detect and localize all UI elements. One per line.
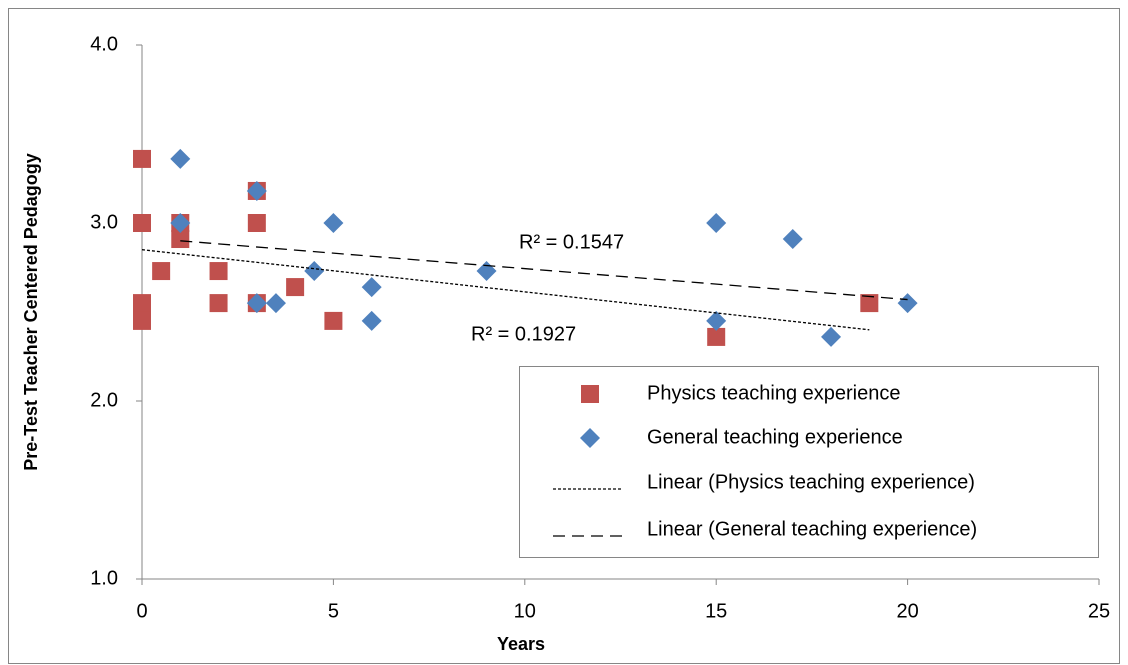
point bbox=[170, 148, 191, 169]
y-tick-label: 2.0 bbox=[90, 389, 118, 411]
point bbox=[821, 326, 842, 347]
point bbox=[265, 293, 286, 314]
legend-label: General teaching experience bbox=[647, 426, 903, 448]
point bbox=[706, 310, 727, 331]
x-tick-label: 15 bbox=[705, 600, 727, 622]
x-tick-label: 20 bbox=[896, 600, 918, 622]
point bbox=[133, 214, 151, 232]
legend-marker bbox=[580, 428, 600, 448]
point bbox=[246, 293, 267, 314]
point bbox=[246, 180, 267, 201]
point bbox=[133, 149, 151, 168]
point bbox=[304, 261, 325, 282]
point bbox=[324, 311, 343, 330]
legend-box bbox=[519, 366, 1099, 558]
legend-label: Linear (General teaching experience) bbox=[647, 518, 977, 540]
point bbox=[286, 278, 305, 297]
point bbox=[170, 213, 191, 233]
point bbox=[361, 310, 382, 331]
point bbox=[133, 294, 151, 313]
legend-label: Linear (Physics teaching experience) bbox=[647, 471, 975, 493]
point bbox=[707, 327, 726, 346]
point bbox=[782, 229, 803, 250]
trendline bbox=[180, 240, 908, 301]
legend-label: Physics teaching experience bbox=[647, 382, 900, 404]
y-tick-label: 1.0 bbox=[90, 567, 118, 589]
r2-label: R² = 0.1547 bbox=[519, 231, 624, 253]
x-tick-label: 5 bbox=[328, 600, 339, 622]
y-tick-label: 3.0 bbox=[90, 211, 118, 233]
point bbox=[323, 213, 344, 233]
legend-marker bbox=[581, 385, 599, 403]
y-tick-label: 4.0 bbox=[90, 33, 118, 55]
point bbox=[247, 214, 266, 232]
point bbox=[152, 262, 171, 281]
x-tick-label: 10 bbox=[514, 600, 536, 622]
point bbox=[209, 294, 228, 313]
x-axis-label: Years bbox=[497, 634, 545, 654]
x-tick-label: 0 bbox=[136, 600, 147, 622]
point bbox=[171, 230, 190, 249]
point bbox=[361, 277, 382, 298]
trendline bbox=[141, 249, 870, 331]
point bbox=[133, 311, 151, 330]
point bbox=[209, 262, 228, 281]
x-tick-label: 25 bbox=[1088, 600, 1110, 622]
point bbox=[860, 294, 879, 313]
y-axis-label: Pre-Test Teacher Centered Pedagogy bbox=[21, 153, 41, 470]
point bbox=[706, 213, 727, 233]
point bbox=[897, 293, 918, 314]
r2-label: R² = 0.1927 bbox=[471, 323, 576, 345]
